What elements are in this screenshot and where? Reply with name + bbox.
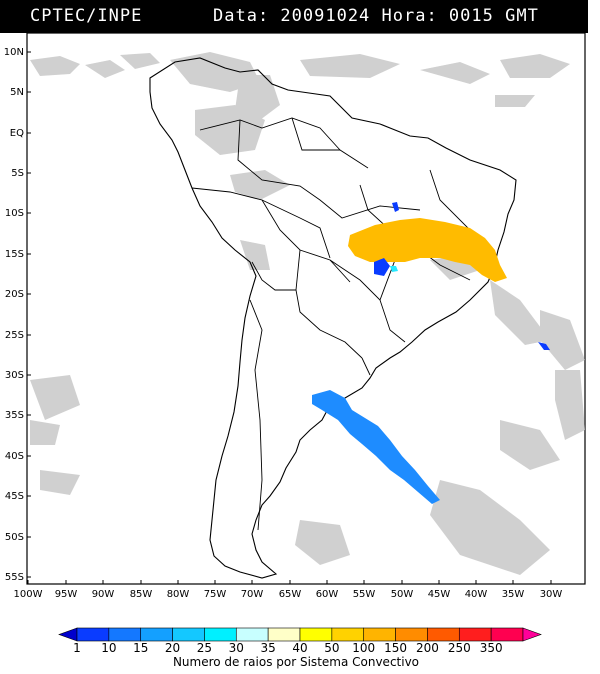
storm-cluster-darkblue: [374, 202, 550, 350]
storm-cluster-blue: [312, 390, 440, 504]
legend-swatch: [172, 627, 205, 642]
lat-label: 30S: [5, 370, 24, 381]
legend-title: Numero de raios por Sistema Convectivo: [173, 655, 419, 669]
legend-tick-label: 30: [229, 641, 244, 655]
lon-label: 55W: [353, 589, 376, 600]
legend-swatch: [299, 627, 333, 642]
lat-label: 10N: [4, 47, 24, 58]
longitude-axis: 100W 95W 90W 85W 80W 75W 70W 65W 60W 55W…: [14, 580, 563, 600]
legend-tick-label: 1: [73, 641, 81, 655]
lon-label: 30W: [540, 589, 563, 600]
legend-swatch: [458, 627, 492, 642]
lon-label: 90W: [92, 589, 115, 600]
lat-label: 50S: [5, 532, 24, 543]
lon-label: 65W: [279, 589, 302, 600]
legend-swatch: [267, 627, 301, 642]
legend-swatch: [490, 627, 524, 642]
legend-tick-label: 20: [165, 641, 180, 655]
lon-label: 100W: [14, 589, 43, 600]
legend-tick-label: 250: [448, 641, 471, 655]
legend-tick-label: 35: [261, 641, 276, 655]
legend-swatch: [140, 627, 173, 642]
lat-label: 25S: [5, 330, 24, 341]
color-legend: 1 10 15 20 25 30 35 40 50 100 150 200 250 350: [58, 627, 542, 655]
south-america-coastline: [149, 57, 517, 579]
legend-swatch: [235, 627, 269, 642]
lat-label: 5S: [11, 168, 24, 179]
lon-label: 95W: [55, 589, 78, 600]
legend-tick-label: 200: [416, 641, 439, 655]
header-source: CPTEC/INPE: [30, 6, 143, 26]
lon-label: 50W: [391, 589, 414, 600]
cloud-cover: [30, 52, 585, 575]
lon-label: 40W: [465, 589, 488, 600]
legend-tick-label: 15: [133, 641, 148, 655]
latitude-axis: 10N 5N EQ 5S 10S 15S 20S 25S 30S 35S 40S…: [4, 47, 31, 583]
legend-swatch: [331, 627, 365, 642]
lat-label: 35S: [5, 410, 24, 421]
header-datetime: Data: 20091024 Hora: 0015 GMT: [213, 6, 539, 26]
legend-tick-label: 150: [384, 641, 407, 655]
map-header: CPTEC/INPE Data: 20091024 Hora: 0015 GMT: [0, 0, 588, 33]
lat-label: 15S: [5, 249, 24, 260]
lat-label: 10S: [5, 208, 24, 219]
lat-label: 5N: [10, 87, 24, 98]
map-frame: [26, 32, 586, 585]
lon-label: 80W: [167, 589, 190, 600]
legend-tick-label: 10: [101, 641, 116, 655]
lat-label: EQ: [10, 128, 24, 139]
map-container: 10N 5N EQ 5S 10S 15S 20S 25S 30S 35S 40S…: [0, 32, 600, 670]
legend-swatch: [76, 627, 110, 642]
legend-swatch: [395, 627, 428, 642]
lon-label: 60W: [316, 589, 339, 600]
lat-label: 40S: [5, 451, 24, 462]
legend-swatch: [363, 627, 396, 642]
legend-swatch: [427, 627, 460, 642]
lon-label: 75W: [204, 589, 227, 600]
lon-label: 85W: [130, 589, 153, 600]
legend-tick-label: 100: [352, 641, 375, 655]
legend-tick-label: 40: [292, 641, 307, 655]
storm-cluster-cyan: [390, 266, 398, 272]
storm-cluster-orange: [348, 218, 507, 282]
legend-swatch: [204, 627, 237, 642]
legend-swatch: [108, 627, 142, 642]
legend-tick-label: 50: [324, 641, 339, 655]
legend-tick-label: 25: [197, 641, 212, 655]
lat-label: 45S: [5, 491, 24, 502]
legend-swatch: [522, 627, 542, 642]
lon-label: 70W: [241, 589, 264, 600]
lon-label: 45W: [428, 589, 451, 600]
lat-label: 55S: [5, 572, 24, 583]
lon-label: 35W: [502, 589, 525, 600]
legend-tick-label: 350: [480, 641, 503, 655]
legend-swatch: [58, 627, 78, 642]
lat-label: 20S: [5, 289, 24, 300]
